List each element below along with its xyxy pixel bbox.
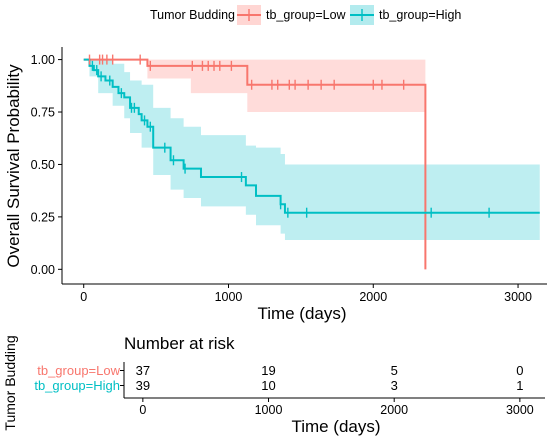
risk-count-1-0: 39: [136, 378, 150, 393]
risk-count-1-2: 3: [391, 378, 398, 393]
main-axes: [58, 47, 547, 288]
risk-count-0-0: 37: [136, 363, 150, 378]
survival-curve-1: [83, 58, 540, 214]
risk-x-tick-label-2: 2000: [380, 403, 408, 417]
x-tick-labels: 0 1000 2000 3000: [80, 290, 532, 304]
x-axis-label: Time (days): [257, 304, 346, 323]
risk-count-0-3: 0: [516, 363, 523, 378]
x-tick-label-2: 2000: [359, 290, 387, 304]
y-tick-label-3: 0.75: [31, 106, 55, 120]
legend-label-0: tb_group=Low: [266, 8, 347, 22]
legend-items: tb_group=Low tb_group=High: [237, 5, 461, 25]
legend-title: Tumor Budding: [150, 8, 235, 22]
risk-x-axis-label: Time (days): [291, 417, 380, 436]
x-tick-label-1: 1000: [215, 290, 243, 304]
censor-marks: [88, 54, 490, 218]
survival-curve-0: [83, 58, 427, 270]
survival-plot: 0 1000 2000 3000 0.00 0.25 0.50 0.75 1.00 Time …: [4, 47, 547, 323]
y-tick-label-0: 0.00: [31, 263, 55, 277]
y-tick-label-4: 1.00: [31, 53, 55, 67]
y-tick-label-2: 0.50: [31, 158, 55, 172]
y-tick-labels: 0.00 0.25 0.50 0.75 1.00: [31, 53, 55, 277]
risk-count-1-1: 10: [261, 378, 275, 393]
risk-x-tick-label-3: 3000: [506, 403, 534, 417]
risk-count-0-1: 19: [261, 363, 275, 378]
risk-axes: [120, 362, 545, 402]
risk-table: Number at risk Tumor Budding tb_group=Lo…: [2, 334, 545, 436]
risk-x-tick-label-0: 0: [139, 403, 146, 417]
risk-row-label-1: tb_group=High: [34, 378, 120, 393]
risk-count-1-3: 1: [516, 378, 523, 393]
risk-table-title: Number at risk: [124, 334, 235, 353]
risk-row-label-0: tb_group=Low: [37, 363, 120, 378]
risk-rows: tb_group=Low 37 19 5 0 tb_group=High 39 10 3 1: [34, 363, 523, 393]
confidence-band-0: [83, 59, 426, 113]
survival-curves: [83, 58, 540, 270]
risk-x-tick-labels: 0 1000 2000 3000: [139, 403, 533, 417]
legend: Tumor Budding tb_group=Low tb_group=High: [150, 5, 461, 25]
risk-count-0-2: 5: [391, 363, 398, 378]
y-tick-label-1: 0.25: [31, 210, 55, 224]
x-tick-label-3: 3000: [504, 290, 532, 304]
y-axis-label: Overall Survival Probability: [4, 64, 23, 268]
legend-label-1: tb_group=High: [379, 8, 461, 22]
risk-table-y-label: Tumor Budding: [2, 335, 18, 430]
x-tick-label-0: 0: [80, 290, 87, 304]
risk-x-tick-label-1: 1000: [255, 403, 283, 417]
